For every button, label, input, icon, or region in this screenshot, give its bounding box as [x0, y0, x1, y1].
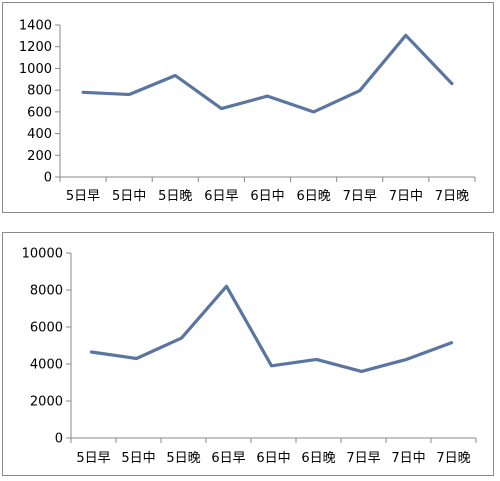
x-tick-label: 7日中 [391, 451, 425, 466]
x-tick-label: 6日晚 [296, 189, 330, 204]
y-tick-label: 2000 [30, 395, 63, 410]
x-tick-label: 5日晚 [166, 451, 200, 466]
y-tick-label: 0 [55, 432, 63, 447]
x-tick-label: 7日中 [389, 189, 423, 204]
line-chart-top: 0 200 400 600 800 1000 1200 1400 5日早 5日中 5日晚 6日早 6日中… [19, 19, 476, 204]
x-tick-label: 5日晚 [158, 189, 192, 204]
y-tick-label: 8000 [30, 284, 63, 299]
x-tick-label: 5日中 [112, 189, 146, 204]
x-tick-label: 5日中 [121, 451, 155, 466]
x-tick-label: 6日中 [250, 189, 284, 204]
y-tick-label: 0 [44, 171, 52, 186]
y-tick-label: 4000 [30, 358, 63, 373]
x-tick-label: 7日早 [343, 189, 377, 204]
chart-panel-top: 0 200 400 600 800 1000 1200 1400 5日早 5日中 5日晚 6日早 6日中… [2, 2, 494, 213]
y-tick-label: 6000 [30, 321, 63, 336]
y-tick-label: 200 [27, 149, 52, 164]
y-tick-label: 600 [27, 105, 52, 120]
y-tick-label: 1000 [19, 62, 52, 77]
x-tick-label: 6日晚 [301, 451, 335, 466]
x-tick-label: 6日早 [204, 189, 238, 204]
series-line [89, 284, 454, 373]
x-tick-label: 5日早 [76, 451, 110, 466]
y-tick-label: 1400 [19, 19, 52, 34]
x-tick-label: 7日晚 [435, 189, 469, 204]
series-line [81, 33, 454, 114]
y-tick-label: 10000 [22, 247, 63, 262]
y-tick-label: 400 [27, 127, 52, 142]
x-tick-label: 7日晚 [436, 451, 470, 466]
line-chart-bottom: 0 2000 4000 6000 8000 10000 5日早 5日中 5日晚 6日早 6日中 6日晚… [22, 247, 477, 466]
x-tick-label: 5日早 [66, 189, 100, 204]
y-tick-label: 800 [27, 84, 52, 99]
x-tick-label: 6日早 [211, 451, 245, 466]
x-tick-label: 6日中 [256, 451, 290, 466]
chart-panel-bottom: 0 2000 4000 6000 8000 10000 5日早 5日中 5日晚 6日早 6日中 6日晚… [2, 232, 494, 476]
y-tick-label: 1200 [19, 40, 52, 55]
x-tick-label: 7日早 [346, 451, 380, 466]
